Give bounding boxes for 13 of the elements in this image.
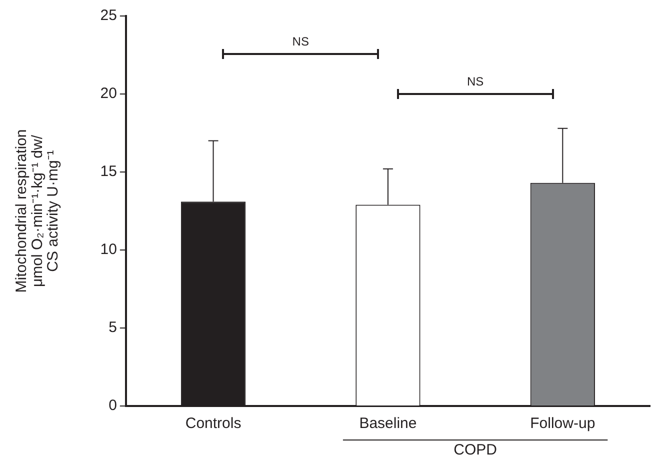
y-tick-label: 5 [108,319,117,336]
x-tick-label: Follow-up [530,415,596,432]
annotation: NS [466,74,484,88]
y-axis-title: Mitochondrial respiration μmol O₂·min⁻¹·kg⁻¹ dw/ CS activity U·mg⁻¹ [13,129,62,293]
x-tick-label: Baseline [359,415,417,432]
y-tick-label: 15 [100,163,117,180]
y-tick-label: 0 [108,397,117,414]
y-tick-label: 25 [100,7,117,24]
y-tick-label: 10 [100,241,117,258]
annotation: NS [292,34,309,48]
y-tick-label: 20 [100,85,117,102]
text: COPD [454,442,498,459]
x-tick-label: Controls [185,415,242,432]
